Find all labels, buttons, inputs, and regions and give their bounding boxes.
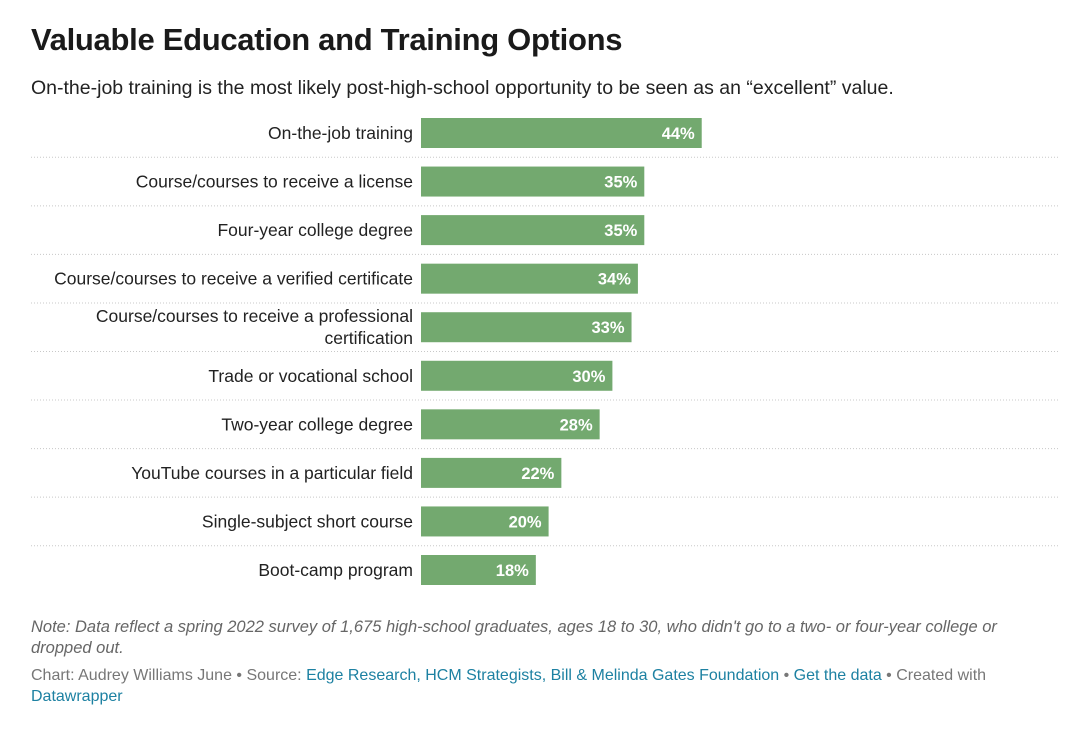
bar bbox=[421, 457, 562, 488]
category-label: Boot-camp program bbox=[258, 560, 413, 580]
bar bbox=[421, 166, 645, 197]
category-label: Trade or vocational school bbox=[208, 366, 413, 386]
get-the-data-link[interactable]: Get the data bbox=[793, 667, 882, 684]
bar-value-label: 22% bbox=[521, 465, 554, 483]
chart-author: Chart: Audrey Williams June bbox=[31, 667, 232, 684]
category-label: Two-year college degree bbox=[221, 414, 413, 434]
separator: • bbox=[881, 667, 897, 684]
separator: • bbox=[231, 667, 247, 684]
bar bbox=[421, 215, 645, 246]
category-label: Single-subject short course bbox=[202, 511, 413, 531]
category-label: Course/courses to receive a license bbox=[136, 172, 413, 192]
bar-value-label: 44% bbox=[662, 125, 695, 143]
category-label: Course/courses to receive a verified cer… bbox=[54, 269, 413, 289]
category-label: Course/courses to receive a professional… bbox=[96, 306, 413, 348]
datawrapper-link[interactable]: Datawrapper bbox=[31, 688, 123, 705]
category-label: YouTube courses in a particular field bbox=[131, 463, 413, 483]
bar bbox=[421, 506, 549, 537]
source-label: Source: bbox=[246, 667, 307, 684]
chart-title: Valuable Education and Training Options bbox=[31, 22, 623, 57]
bar bbox=[421, 263, 638, 294]
bar-value-label: 20% bbox=[509, 513, 542, 531]
bar-value-label: 34% bbox=[598, 271, 631, 289]
bar-value-label: 18% bbox=[496, 562, 529, 580]
bar bbox=[421, 312, 632, 343]
bar bbox=[421, 360, 613, 391]
source-link[interactable]: Edge Research, HCM Strategists, Bill & M… bbox=[306, 667, 780, 684]
created-with-label: Created with bbox=[896, 667, 987, 684]
bar-value-label: 35% bbox=[604, 222, 637, 240]
bar-value-label: 33% bbox=[592, 319, 625, 337]
bar bbox=[421, 409, 600, 440]
bar-chart: 44% On-the-job training 35% Course/courses … bbox=[31, 118, 1060, 585]
chart-note: Note: Data reflect a spring 2022 survey … bbox=[31, 618, 997, 657]
separator: • bbox=[779, 667, 794, 684]
category-label: Four-year college degree bbox=[217, 220, 413, 240]
category-label: On-the-job training bbox=[268, 123, 413, 143]
bar-value-label: 28% bbox=[560, 416, 593, 434]
bar bbox=[421, 118, 702, 148]
bar bbox=[421, 555, 536, 585]
bar-value-label: 35% bbox=[604, 174, 637, 192]
chart-credits: Chart: Audrey Williams June • Source: Ed… bbox=[31, 665, 1031, 707]
bar-value-label: 30% bbox=[572, 368, 605, 386]
chart-subtitle: On-the-job training is the most likely p… bbox=[31, 77, 894, 99]
